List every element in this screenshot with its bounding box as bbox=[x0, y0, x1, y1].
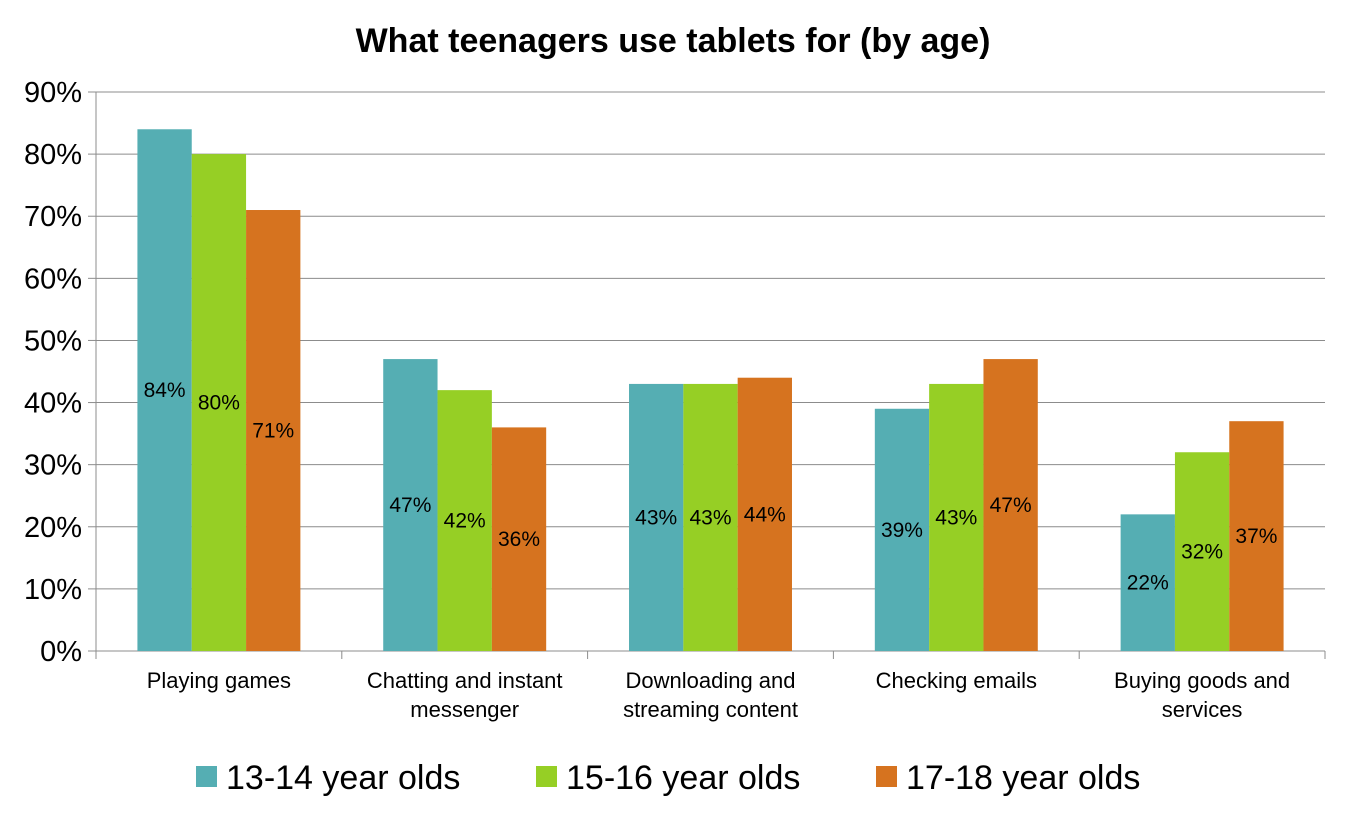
y-tick-label: 10% bbox=[24, 574, 82, 606]
y-tick-label: 90% bbox=[24, 77, 82, 109]
y-tick-label: 60% bbox=[24, 263, 82, 295]
y-tick-label: 20% bbox=[24, 512, 82, 544]
data-label: 43% bbox=[689, 506, 731, 529]
bar bbox=[191, 154, 247, 651]
data-label: 39% bbox=[881, 519, 923, 542]
legend-swatch bbox=[196, 766, 217, 787]
bar bbox=[491, 427, 547, 651]
bar bbox=[437, 390, 492, 651]
data-label: 80% bbox=[198, 392, 240, 415]
legend-label: 17-18 year olds bbox=[906, 759, 1140, 797]
legend-label: 15-16 year olds bbox=[566, 759, 800, 797]
legend-swatch bbox=[876, 766, 897, 787]
bar bbox=[983, 359, 1038, 651]
bar bbox=[929, 383, 984, 651]
y-tick-label: 80% bbox=[24, 139, 82, 171]
bar bbox=[1229, 421, 1284, 651]
x-tick-label: Buying goods and services bbox=[1114, 668, 1290, 722]
bars bbox=[137, 129, 1284, 651]
bar bbox=[246, 210, 301, 651]
x-axis-tick-labels: Playing games Chatting and instant messeng… bbox=[147, 668, 1290, 722]
data-label: 36% bbox=[498, 528, 540, 551]
y-tick-label: 40% bbox=[24, 388, 82, 420]
gridlines bbox=[96, 91, 1325, 590]
legend: 13-14 year olds 15-16 year olds 17-18 year… bbox=[196, 759, 1140, 797]
data-label: 43% bbox=[635, 506, 677, 529]
data-label: 32% bbox=[1181, 541, 1223, 564]
data-labels: 84% 80% 71% 47% 42% 36% 43% 43% 44% 39% 43% 47% 22% 3… bbox=[144, 379, 1278, 595]
data-label: 22% bbox=[1127, 572, 1169, 595]
data-label: 37% bbox=[1235, 525, 1277, 548]
data-label: 47% bbox=[990, 494, 1032, 517]
data-label: 47% bbox=[389, 494, 431, 517]
data-label: 43% bbox=[935, 506, 977, 529]
x-tick-label: Chatting and instant messenger bbox=[367, 668, 563, 722]
bar bbox=[1120, 514, 1175, 651]
data-label: 42% bbox=[444, 510, 486, 533]
x-tick-label: Checking emails bbox=[876, 668, 1037, 693]
y-tick-label: 0% bbox=[40, 636, 82, 668]
bar bbox=[383, 359, 438, 651]
bar bbox=[874, 408, 930, 651]
data-label: 44% bbox=[744, 503, 786, 526]
chart-title: What teenagers use tablets for (by age) bbox=[356, 22, 991, 60]
bar bbox=[737, 377, 792, 651]
x-tick-label: Downloading and streaming content bbox=[623, 668, 798, 722]
bar bbox=[137, 129, 192, 651]
y-tick-label: 30% bbox=[24, 450, 82, 482]
legend-label: 13-14 year olds bbox=[226, 759, 460, 797]
bar bbox=[1174, 452, 1230, 651]
x-tick-label: Playing games bbox=[147, 668, 291, 693]
data-label: 71% bbox=[252, 420, 294, 443]
legend-swatch bbox=[536, 766, 557, 787]
bar bbox=[629, 383, 684, 651]
y-axis-tick-labels: 0% 10% 20% 30% 40% 50% 60% 70% 80% 90% bbox=[24, 77, 82, 668]
bar bbox=[683, 383, 738, 651]
y-tick-label: 70% bbox=[24, 201, 82, 233]
data-label: 84% bbox=[144, 379, 186, 402]
y-tick-label: 50% bbox=[24, 325, 82, 357]
